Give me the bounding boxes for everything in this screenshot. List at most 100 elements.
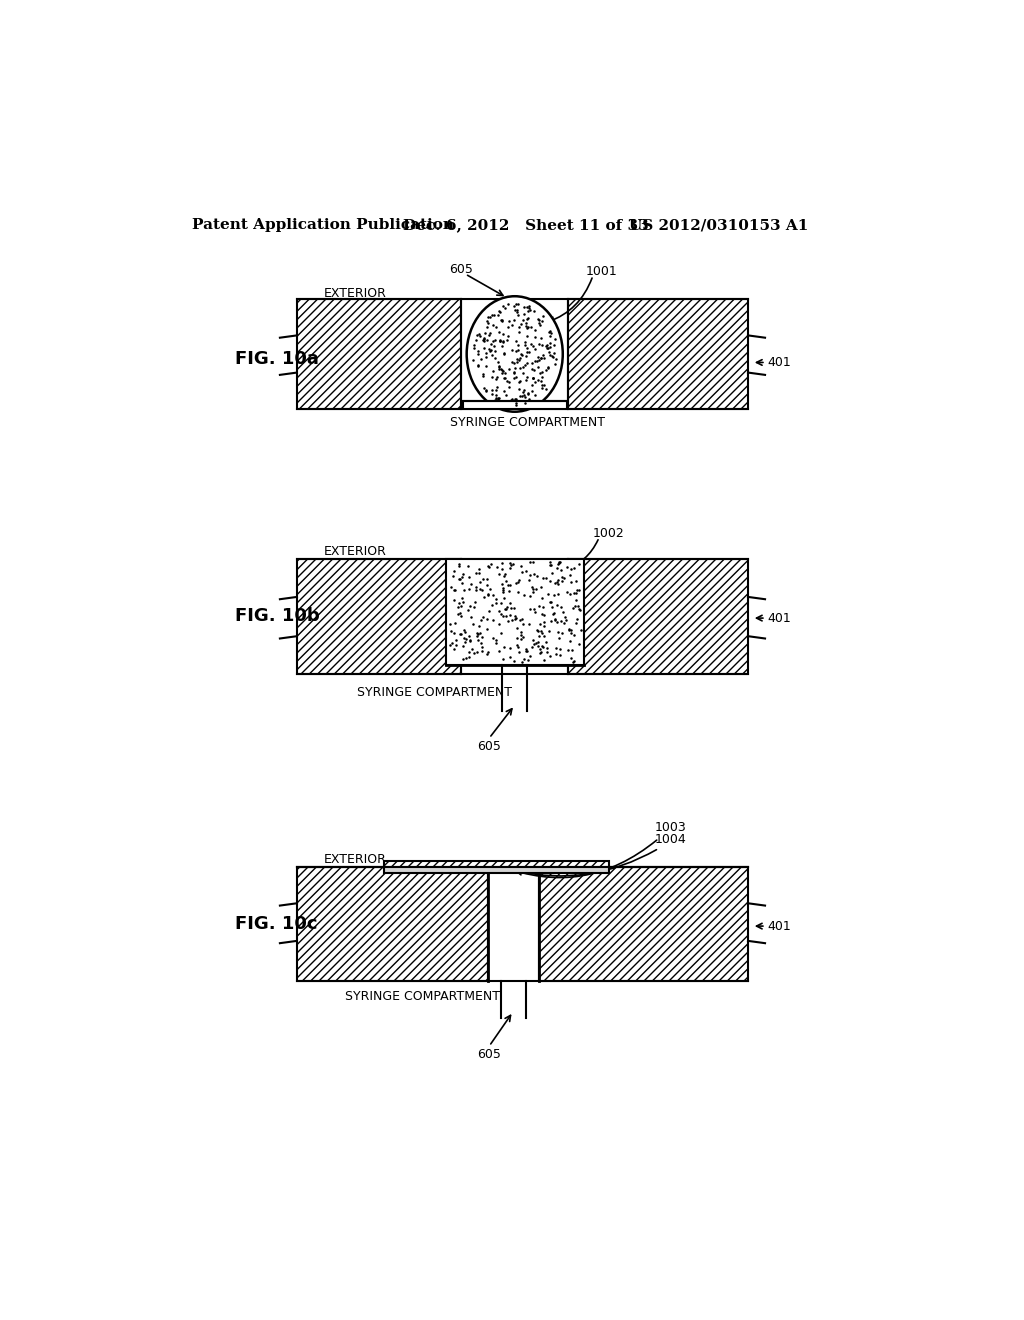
Point — [502, 557, 518, 578]
Point — [492, 331, 508, 352]
Point — [461, 624, 477, 645]
Point — [525, 578, 542, 599]
Point — [516, 384, 532, 405]
Point — [543, 591, 559, 612]
Point — [566, 624, 583, 645]
Point — [490, 388, 507, 409]
Point — [515, 627, 531, 648]
Point — [522, 564, 539, 585]
Point — [489, 305, 506, 326]
Point — [441, 635, 458, 656]
Point — [482, 553, 499, 574]
Point — [523, 577, 540, 598]
Point — [556, 612, 572, 634]
Point — [559, 582, 575, 603]
Point — [484, 585, 501, 606]
Point — [480, 583, 497, 605]
Point — [506, 296, 522, 317]
Point — [509, 635, 525, 656]
Point — [496, 343, 512, 364]
Point — [470, 355, 486, 376]
Point — [503, 554, 519, 576]
Point — [513, 313, 529, 334]
Point — [561, 583, 578, 605]
Text: EXTERIOR: EXTERIOR — [324, 545, 387, 557]
Point — [474, 579, 490, 601]
Point — [483, 383, 500, 404]
Point — [566, 557, 583, 578]
Point — [534, 603, 550, 624]
Point — [460, 599, 476, 620]
Point — [500, 611, 516, 632]
Point — [547, 572, 563, 593]
Point — [549, 557, 565, 578]
Point — [525, 301, 542, 322]
Point — [539, 338, 555, 359]
Point — [516, 304, 532, 325]
Point — [484, 367, 501, 388]
Point — [481, 325, 498, 346]
Point — [514, 562, 530, 583]
Point — [469, 325, 485, 346]
Point — [462, 595, 478, 616]
Point — [499, 597, 515, 618]
Point — [550, 622, 566, 643]
Point — [546, 585, 562, 606]
Point — [513, 609, 529, 630]
Point — [482, 341, 499, 362]
Point — [502, 638, 518, 659]
Point — [493, 310, 509, 331]
Bar — [297, 867, 488, 981]
Point — [547, 610, 563, 631]
Point — [554, 623, 570, 644]
Point — [495, 578, 511, 599]
Point — [472, 325, 488, 346]
Point — [498, 606, 514, 627]
Point — [527, 319, 544, 341]
Point — [490, 301, 507, 322]
Point — [479, 576, 496, 597]
Point — [446, 623, 463, 644]
Point — [543, 322, 559, 343]
Point — [473, 627, 489, 648]
Point — [504, 314, 520, 335]
Point — [504, 341, 520, 362]
Point — [528, 632, 545, 653]
Point — [540, 583, 556, 605]
Point — [454, 566, 470, 587]
Point — [470, 623, 486, 644]
Point — [468, 579, 484, 601]
Point — [514, 651, 530, 672]
Point — [569, 609, 586, 630]
Point — [529, 309, 546, 330]
Point — [451, 553, 467, 574]
Point — [486, 335, 503, 356]
Point — [442, 577, 459, 598]
Text: 401: 401 — [767, 920, 792, 933]
Point — [506, 598, 522, 619]
Point — [483, 380, 500, 401]
Point — [446, 579, 463, 601]
Point — [510, 636, 526, 657]
Point — [452, 593, 468, 614]
Point — [488, 556, 505, 577]
Point — [525, 564, 542, 585]
Point — [496, 380, 512, 401]
Point — [464, 639, 480, 660]
Point — [476, 329, 493, 350]
Point — [465, 597, 481, 618]
Text: 605: 605 — [477, 739, 501, 752]
Point — [475, 586, 492, 607]
Text: 605: 605 — [477, 1048, 501, 1061]
Point — [506, 363, 522, 384]
Point — [520, 649, 537, 671]
Point — [490, 601, 507, 622]
Point — [456, 579, 472, 601]
Point — [494, 593, 510, 614]
Text: EXTERIOR: EXTERIOR — [324, 853, 387, 866]
Point — [468, 562, 484, 583]
Point — [518, 370, 535, 391]
Point — [517, 393, 534, 414]
Point — [548, 348, 564, 370]
Point — [501, 371, 517, 392]
